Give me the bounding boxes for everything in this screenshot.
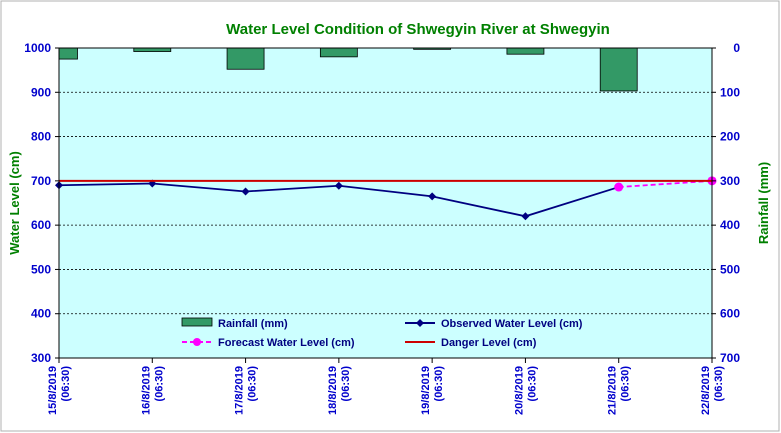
legend-marker	[193, 338, 201, 346]
y-tick-label: 600	[31, 218, 51, 232]
y2-tick-label: 200	[720, 130, 740, 144]
y-tick-label: 400	[31, 307, 51, 321]
y-tick-label: 1000	[24, 41, 51, 55]
x-tick-time: (06:30)	[247, 366, 259, 402]
x-tick-label: 18/8/2019(06:30)	[327, 366, 352, 415]
x-tick-label: 16/8/2019(06:30)	[140, 366, 165, 415]
x-tick-time: (06:30)	[620, 366, 632, 402]
rainfall-bar	[319, 47, 358, 58]
plot-border	[58, 47, 713, 359]
rainfall-bar	[133, 47, 172, 52]
x-tick-label: 17/8/2019(06:30)	[234, 366, 259, 415]
y2-tick-label: 600	[720, 307, 740, 321]
legend-marker	[416, 319, 424, 327]
observed-point	[334, 181, 343, 190]
forecast-point	[614, 182, 624, 192]
rainfall-bar	[506, 47, 545, 55]
legend: Rainfall (mm) Observed Water Level (cm) Fo…	[181, 317, 583, 349]
x-tick-date: 20/8/2019	[513, 366, 525, 415]
y-tick-label: 800	[31, 130, 51, 144]
rainfall-bar	[58, 47, 78, 60]
legend-swatch-rainfall	[181, 317, 213, 327]
y-tick-label: 500	[31, 262, 51, 276]
y2-tick-label: 100	[720, 85, 740, 99]
plot-area	[58, 47, 713, 359]
y-tick-label: 700	[31, 174, 51, 188]
observed-point	[241, 187, 250, 196]
x-tick-date: 19/8/2019	[420, 366, 432, 415]
x-tick-label: 20/8/2019(06:30)	[513, 366, 538, 415]
x-tick-date: 18/8/2019	[327, 366, 339, 415]
x-tick-label: 19/8/2019(06:30)	[420, 366, 445, 415]
legend-label: Danger Level (cm)	[441, 337, 537, 349]
rainfall-bar	[226, 47, 265, 70]
x-tick-label: 15/8/2019(06:30)	[47, 366, 72, 415]
y2-axis-label: Rainfall (mm)	[756, 162, 771, 244]
x-tick-date: 21/8/2019	[607, 366, 619, 415]
x-tick-label: 22/8/2019(06:30)	[700, 366, 725, 415]
x-tick-label: 21/8/2019(06:30)	[607, 366, 632, 415]
x-tick-date: 15/8/2019	[47, 366, 59, 415]
chart-title: Water Level Condition of Shwegyin River …	[226, 21, 610, 38]
x-tick-time: (06:30)	[340, 366, 352, 402]
x-tick-time: (06:30)	[153, 366, 165, 402]
y2-tick-label: 500	[720, 262, 740, 276]
observed-point	[521, 212, 530, 221]
x-tick-date: 22/8/2019	[700, 366, 712, 415]
rainfall-bars	[58, 47, 638, 92]
y2-tick-label: 0	[733, 41, 740, 55]
y-axis-label: Water Level (cm)	[7, 151, 22, 255]
x-tick-time: (06:30)	[433, 366, 445, 402]
rainfall-bar	[599, 47, 638, 92]
y2-tick-label: 700	[720, 351, 740, 365]
observed-point	[428, 192, 437, 201]
x-tick-date: 16/8/2019	[140, 366, 152, 415]
legend-label: Forecast Water Level (cm)	[218, 337, 355, 349]
y2-tick-label: 300	[720, 174, 740, 188]
level-lines	[55, 176, 717, 221]
legend-label: Rainfall (mm)	[218, 318, 288, 330]
x-tick-time: (06:30)	[713, 366, 725, 402]
y-tick-label: 900	[31, 85, 51, 99]
axes: 300 400 500 600 700 800 900 1000 0 100 200 300 400 50…	[24, 41, 740, 415]
x-tick-date: 17/8/2019	[234, 366, 246, 415]
x-tick-time: (06:30)	[60, 366, 72, 402]
y2-tick-label: 400	[720, 218, 740, 232]
y-tick-label: 300	[31, 351, 51, 365]
legend-label: Observed Water Level (cm)	[441, 318, 583, 330]
x-tick-time: (06:30)	[526, 366, 538, 402]
